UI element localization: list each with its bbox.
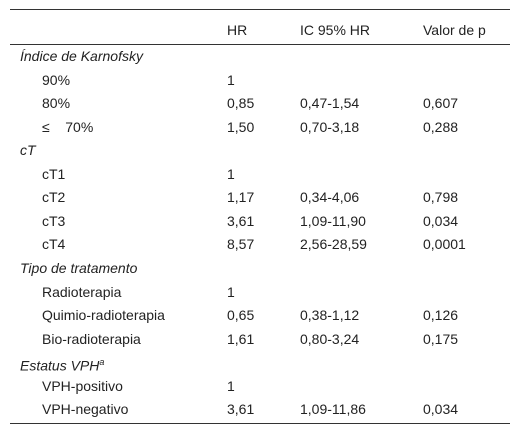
group-label: cT: [20, 142, 36, 159]
cell: 1,17: [227, 189, 255, 206]
row-label: cT4: [42, 236, 66, 253]
cell: 0,034: [423, 401, 459, 418]
cell: 1: [227, 71, 235, 88]
row-label: Bio-radioterapia: [42, 330, 141, 347]
row-label: 90%: [42, 71, 71, 88]
cell: 0,607: [423, 95, 459, 112]
row-label: VPH-negativo: [42, 401, 129, 418]
column-header: IC 95% HR: [300, 22, 371, 38]
top-rule: [10, 9, 510, 10]
cell: 0,47-1,54: [300, 95, 360, 112]
cell: 0,126: [423, 307, 459, 324]
header-rule: [10, 44, 510, 45]
row-label: Radioterapia: [42, 283, 122, 300]
row-label: cT3: [42, 212, 66, 229]
column-header: HR: [227, 22, 248, 38]
group-label: Estatus VPHa: [20, 357, 105, 374]
cell: 2,56-28,59: [300, 236, 367, 253]
cell: 0,175: [423, 330, 459, 347]
cell: 0,80-3,24: [300, 330, 360, 347]
row-label: Quimio-radioterapia: [42, 307, 165, 324]
cell: 1,09-11,90: [300, 212, 366, 229]
cell: 0,38-1,12: [300, 307, 360, 324]
row-label: cT1: [42, 165, 66, 182]
cell: 1,09-11,86: [300, 401, 366, 418]
group-label: Índice de Karnofsky: [20, 48, 143, 64]
row-label: VPH-positivo: [42, 377, 123, 394]
group-label: Tipo de tratamento: [20, 259, 138, 276]
row-label: ≤ 70%: [42, 118, 94, 135]
cell: 0,34-4,06: [300, 189, 360, 206]
cell: 1: [227, 165, 235, 182]
bottom-rule: [10, 423, 510, 424]
row-label: 80%: [42, 95, 71, 112]
cell: 8,57: [227, 236, 255, 253]
footnote-mark: a: [99, 357, 105, 368]
cell: 0,70-3,18: [300, 118, 360, 135]
cell: 3,61: [227, 401, 255, 418]
cell: 0,798: [423, 189, 459, 206]
cell: 0,85: [227, 95, 255, 112]
cell: 0,034: [423, 212, 459, 229]
cell: 1: [227, 377, 235, 394]
cell: 1,50: [227, 118, 255, 135]
cell: 1,61: [227, 330, 255, 347]
cell: 0,0001: [423, 236, 466, 253]
cell: 0,288: [423, 118, 459, 135]
row-label: cT2: [42, 189, 66, 206]
cell: 3,61: [227, 212, 255, 229]
column-header: Valor de p: [423, 22, 486, 38]
cell: 1: [227, 283, 235, 300]
cell: 0,65: [227, 307, 255, 324]
